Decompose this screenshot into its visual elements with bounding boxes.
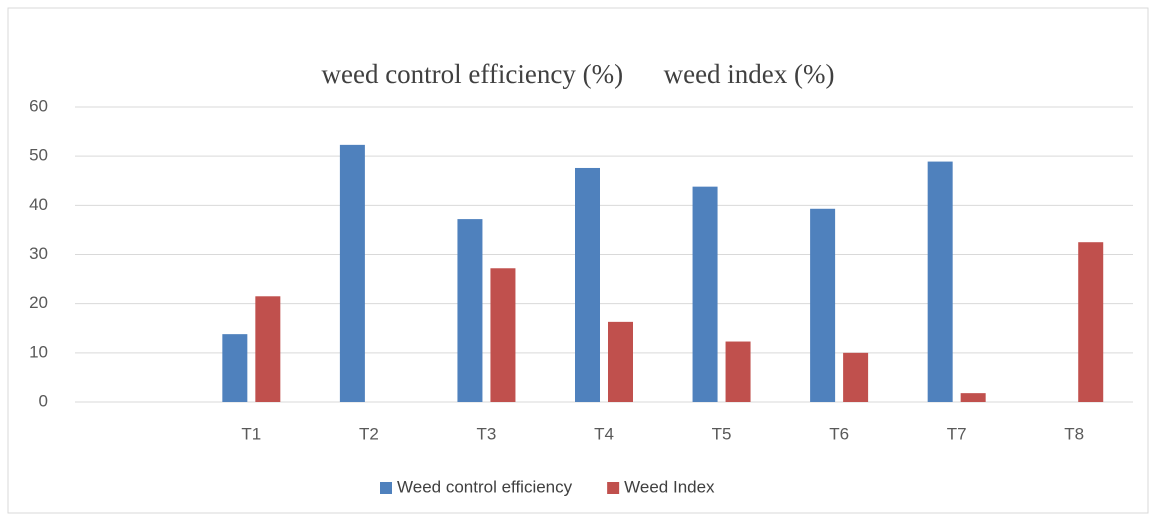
bar [927,161,953,402]
x-tick-label: T7 [947,424,967,443]
x-tick-label: T4 [594,424,614,443]
x-tick-label: T3 [477,424,497,443]
x-tick-label: T8 [1064,424,1084,443]
y-tick-label: 10 [29,342,48,361]
bar [339,144,365,402]
bar [222,334,248,402]
bar [490,268,516,402]
bar [608,321,633,402]
bar [1078,242,1104,402]
legend-label: Weed Index [624,477,715,496]
bar [960,393,986,402]
bar [725,341,751,402]
bar [692,186,718,402]
y-tick-label: 30 [29,244,48,263]
x-tick-label: T5 [712,424,732,443]
legend-swatch [380,482,392,494]
y-tick-label: 0 [39,391,48,410]
bar [575,167,600,402]
y-tick-label: 40 [29,195,48,214]
x-tick-label: T1 [241,424,261,443]
bar [810,208,836,402]
y-tick-label: 20 [29,293,48,312]
bar [457,219,483,402]
bar [843,352,869,402]
x-tick-label: T6 [829,424,849,443]
chart-title: weed control efficiency (%) weed index (… [321,59,834,89]
legend-label: Weed control efficiency [397,477,573,496]
bar [255,296,281,402]
y-tick-label: 60 [29,96,48,115]
y-tick-label: 50 [29,146,48,165]
legend-swatch [607,482,620,494]
x-tick-label: T2 [359,424,379,443]
